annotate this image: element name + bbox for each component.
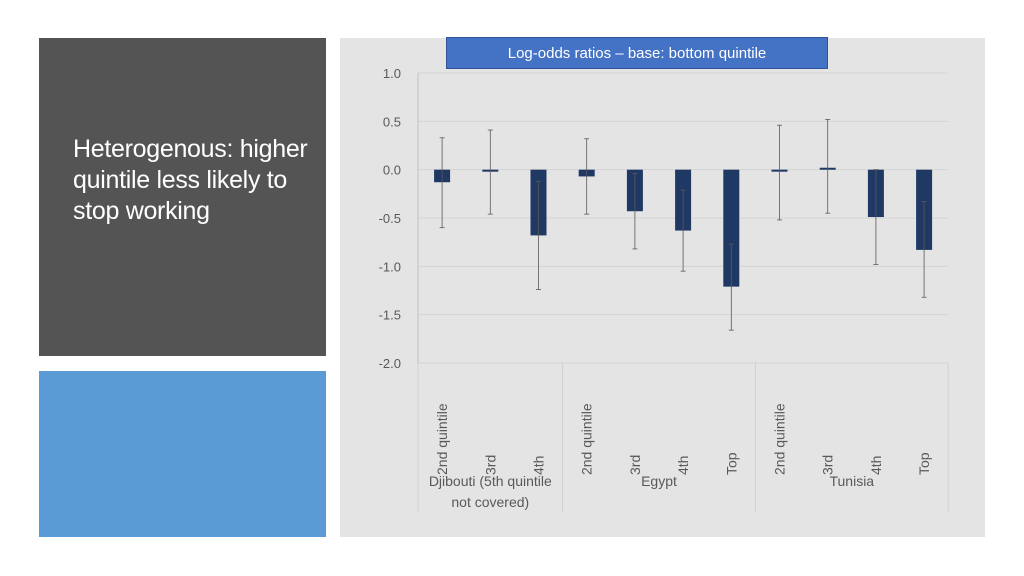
y-tick-label: 0.0 (383, 163, 401, 178)
category-label: 4th (675, 456, 691, 475)
category-label: 3rd (627, 455, 643, 475)
y-tick-label: -1.0 (379, 259, 401, 274)
category-label: Top (723, 452, 739, 475)
y-tick-label: 1.0 (383, 66, 401, 81)
group-label: Tunisia (829, 473, 874, 489)
category-label: 3rd (482, 455, 498, 475)
category-label: 2nd quintile (772, 403, 788, 475)
category-label: 2nd quintile (434, 403, 450, 475)
group-label: Djibouti (5th quintile (429, 473, 552, 489)
slide-heading: Heterogenous: higher quintile less likel… (73, 135, 308, 225)
y-tick-label: -2.0 (379, 356, 401, 371)
category-label: Top (916, 452, 932, 475)
category-label: 4th (531, 456, 547, 475)
y-tick-label: 0.5 (383, 114, 401, 129)
category-label: 3rd (820, 455, 836, 475)
title-panel: Heterogenous: higher quintile less likel… (39, 38, 326, 356)
group-label: not covered) (451, 494, 529, 510)
group-label: Egypt (641, 473, 677, 489)
y-tick-label: -1.5 (379, 308, 401, 323)
accent-panel (39, 371, 326, 537)
chart-title: Log-odds ratios – base: bottom quintile (446, 37, 828, 69)
bar (723, 169, 740, 287)
category-label: 2nd quintile (579, 403, 595, 475)
category-label: 4th (868, 456, 884, 475)
y-tick-label: -0.5 (379, 211, 401, 226)
